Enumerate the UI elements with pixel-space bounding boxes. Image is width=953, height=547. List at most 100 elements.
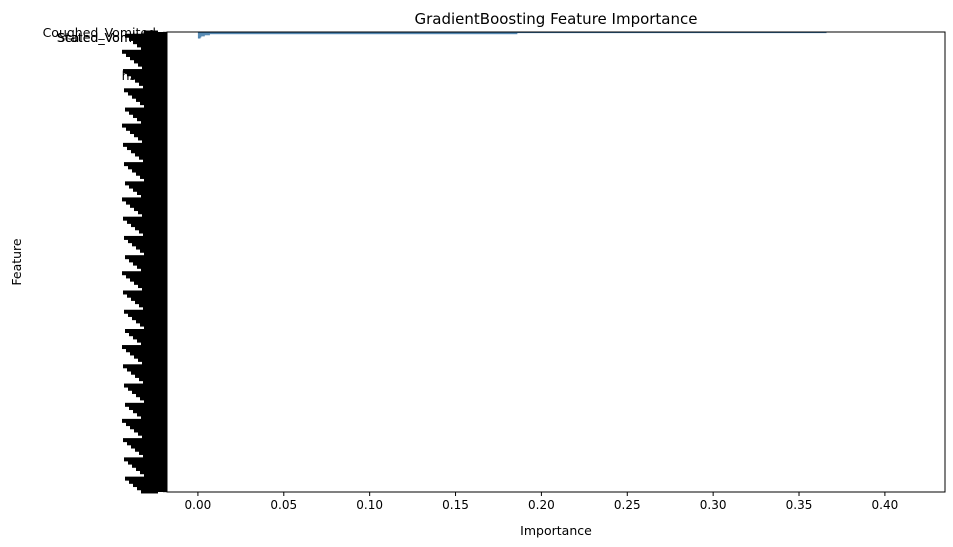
- y-label-clutter-192: [124, 235, 158, 240]
- y-label-clutter-207: [144, 251, 158, 256]
- y-label-clutter-213: [129, 258, 158, 263]
- y-label-clutter-339: [136, 393, 158, 398]
- y-label-clutter-345: [144, 399, 158, 404]
- y-label-clutter-141: [125, 181, 158, 186]
- x-tick-label-4: 0.20: [528, 498, 555, 512]
- y-label-clutter-18: [122, 49, 158, 54]
- y-label-clutter-351: [129, 406, 158, 411]
- x-ticks: 0.00 0.05 0.10 0.15 0.20 0.25 0.30 0.35 0.40: [185, 492, 899, 512]
- y-label-clutter-342: [140, 396, 158, 401]
- y-label-clutter-279: [125, 329, 158, 333]
- y-label-clutter-294: [122, 345, 158, 350]
- chart-title: GradientBoosting Feature Importance: [414, 10, 697, 28]
- y-label-clutter-51: [143, 85, 158, 90]
- y-label-clutter-255: [139, 303, 158, 308]
- y-label-clutter-147: [133, 187, 158, 192]
- category-label-1: Scaled_Vomited: [57, 30, 156, 45]
- y-label-clutter-363: [122, 418, 158, 423]
- x-tick-label-5: 0.25: [614, 498, 641, 512]
- bar-3: [197, 35, 205, 37]
- y-label-clutter-114: [135, 152, 158, 157]
- y-label-clutter-177: [127, 219, 158, 224]
- y-label-clutter-402: [128, 460, 158, 465]
- y-label-clutter-381: [123, 438, 158, 443]
- y-label-clutter-105: [123, 142, 158, 147]
- y-label-clutter-69: [144, 104, 158, 109]
- y-label-clutter-420: [129, 479, 158, 484]
- y-label-clutter-249: [131, 296, 158, 301]
- x-tick-label-7: 0.35: [786, 498, 813, 512]
- y-label-clutter-309: [142, 361, 158, 366]
- bar-1: [197, 33, 518, 35]
- y-label-clutter-261: [124, 309, 158, 314]
- y-label-clutter-282: [129, 332, 158, 337]
- y-label-clutter-336: [132, 389, 158, 394]
- y-label-clutter-42: [131, 75, 158, 80]
- y-label-clutter-291: [141, 341, 158, 346]
- y-label-clutter-258: [143, 306, 158, 311]
- y-label-clutter-246: [127, 293, 158, 298]
- y-label-clutter-390: [135, 447, 158, 452]
- y-label-clutter-144: [129, 184, 158, 189]
- y-label-clutter-318: [131, 370, 158, 375]
- y-label-clutter-234: [134, 280, 158, 285]
- y-label-clutter-180: [131, 223, 158, 228]
- y-label-clutter-156: [122, 197, 158, 202]
- x-tick-label-2: 0.10: [356, 498, 383, 512]
- y-label-clutter-240: [142, 287, 158, 292]
- y-label-clutter-138: [144, 178, 158, 183]
- y-label-clutter-183: [135, 226, 158, 231]
- y-label-clutter-378: [142, 434, 158, 439]
- y-label-clutter-126: [128, 165, 158, 170]
- y-label-clutter-78: [133, 113, 158, 118]
- y-label-clutter-72: [125, 107, 158, 112]
- y-label-clutter-423: [133, 483, 158, 488]
- y-label-clutter-396: [143, 454, 158, 459]
- y-label-clutter-90: [126, 126, 158, 131]
- y-label-clutter-384: [127, 441, 158, 446]
- y-label-clutter-120: [143, 158, 158, 163]
- x-tick-label-8: 0.40: [872, 498, 899, 512]
- y-label-clutter-333: [128, 386, 158, 391]
- y-label-clutter-48: [139, 81, 158, 86]
- y-label-clutter-99: [138, 136, 158, 141]
- y-label-clutter-348: [125, 402, 158, 407]
- y-label-clutter-243: [123, 290, 158, 295]
- y-label-clutter-15: [141, 46, 158, 51]
- y-label-clutter-60: [132, 94, 158, 99]
- y-label-clutter-393: [139, 450, 158, 455]
- plot-area: Coughed_VomitedScaled_VomitedStated_Vomi…: [43, 25, 946, 512]
- y-label-clutter-429: [141, 489, 158, 494]
- y-label-clutter-12: [137, 43, 158, 48]
- y-label-clutter-150: [137, 191, 158, 195]
- category-labels: Coughed_VomitedScaled_VomitedStated_Vomi…: [43, 25, 156, 83]
- y-label-clutter-0: [144, 30, 158, 35]
- category-label-0: Coughed_Vomited: [43, 25, 156, 40]
- y-label-clutter-132: [136, 171, 158, 176]
- y-label-clutter-411: [140, 470, 158, 475]
- y-label-clutter-219: [137, 264, 158, 269]
- y-label-clutter-102: [142, 139, 158, 144]
- y-label-clutter-66: [140, 101, 158, 106]
- bar-5: [197, 37, 201, 39]
- y-label-clutter-330: [124, 383, 158, 388]
- y-label-clutter-123: [124, 162, 158, 167]
- y-label-clutter-267: [132, 316, 158, 321]
- y-label-clutter-135: [140, 174, 158, 179]
- y-label-clutter-21: [126, 53, 158, 57]
- y-label-clutter-9: [133, 40, 158, 45]
- y-label-clutter-117: [139, 155, 158, 160]
- y-label-clutter-408: [136, 467, 158, 471]
- bar-0: [197, 32, 827, 34]
- y-label-clutter-354: [133, 409, 158, 414]
- y-label-clutter-417: [125, 476, 158, 481]
- bar-4: [197, 36, 202, 38]
- y-label-clutter-399: [124, 457, 158, 462]
- y-label-clutter-405: [132, 463, 158, 468]
- y-label-clutter-237: [138, 284, 158, 289]
- y-label-clutter-288: [137, 338, 158, 343]
- y-label-clutter-303: [134, 354, 158, 359]
- y-label-clutter-372: [134, 428, 158, 433]
- y-label-clutter-3: [125, 33, 158, 38]
